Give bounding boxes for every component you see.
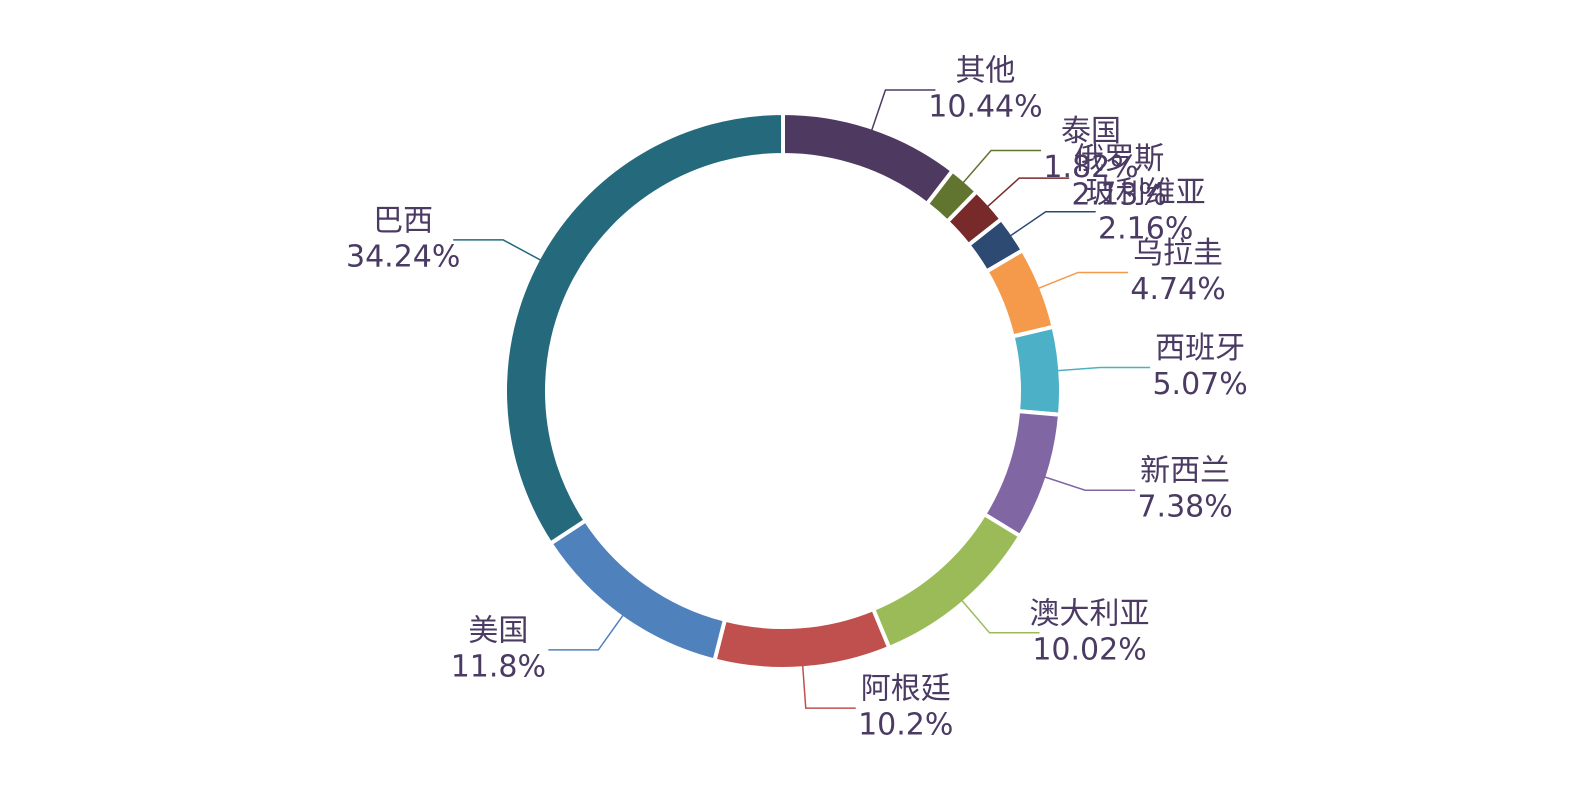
slice-label: 美国: [468, 613, 528, 648]
slice-value-label: 5.07%: [1152, 367, 1247, 402]
slice-label: 新西兰: [1140, 454, 1230, 489]
slice-value-label: 10.02%: [1032, 632, 1146, 667]
slice-label: 其他: [955, 53, 1015, 88]
slice-value-label: 10.44%: [928, 89, 1042, 124]
slice-value-label: 34.24%: [346, 239, 460, 274]
leader-line: [1036, 271, 1129, 290]
slice-value-label: 1.82%: [1043, 150, 1138, 185]
leader-line: [1043, 475, 1136, 491]
slice-label: 西班牙: [1155, 331, 1245, 366]
slice-value-label: 2.13%: [1072, 178, 1167, 213]
slice-label: 泰国: [1061, 114, 1121, 149]
slice-label: 乌拉圭: [1133, 236, 1223, 271]
donut-slice: [503, 110, 785, 547]
donut-slice: [981, 408, 1063, 539]
donut-slice: [781, 110, 956, 207]
slice-label: 阿根廷: [861, 672, 951, 707]
leader-line: [801, 664, 856, 709]
slice-label: 俄罗斯: [1074, 142, 1164, 177]
donut-slice: [870, 511, 1023, 651]
slice-label: 巴西: [373, 203, 433, 238]
slice-value-label: 10.2%: [858, 708, 953, 743]
leader-line: [870, 89, 936, 132]
leader-line: [1056, 366, 1151, 372]
leader-line: [961, 149, 1042, 185]
leader-line: [986, 177, 1070, 209]
slice-label: 澳大利亚: [1030, 596, 1150, 631]
donut-slice: [712, 606, 892, 671]
leader-line: [453, 239, 543, 262]
donut-slice: [1010, 324, 1063, 417]
leader-line: [1008, 211, 1096, 238]
leader-line: [960, 598, 1040, 634]
slice-label: 玻利维亚: [1086, 175, 1206, 210]
leader-line: [548, 613, 625, 651]
slice-value-label: 2.16%: [1098, 211, 1193, 246]
donut-slice: [547, 517, 728, 663]
slice-value-label: 11.8%: [451, 649, 546, 684]
slice-value-label: 4.74%: [1130, 272, 1225, 307]
slice-value-label: 7.38%: [1137, 490, 1232, 525]
